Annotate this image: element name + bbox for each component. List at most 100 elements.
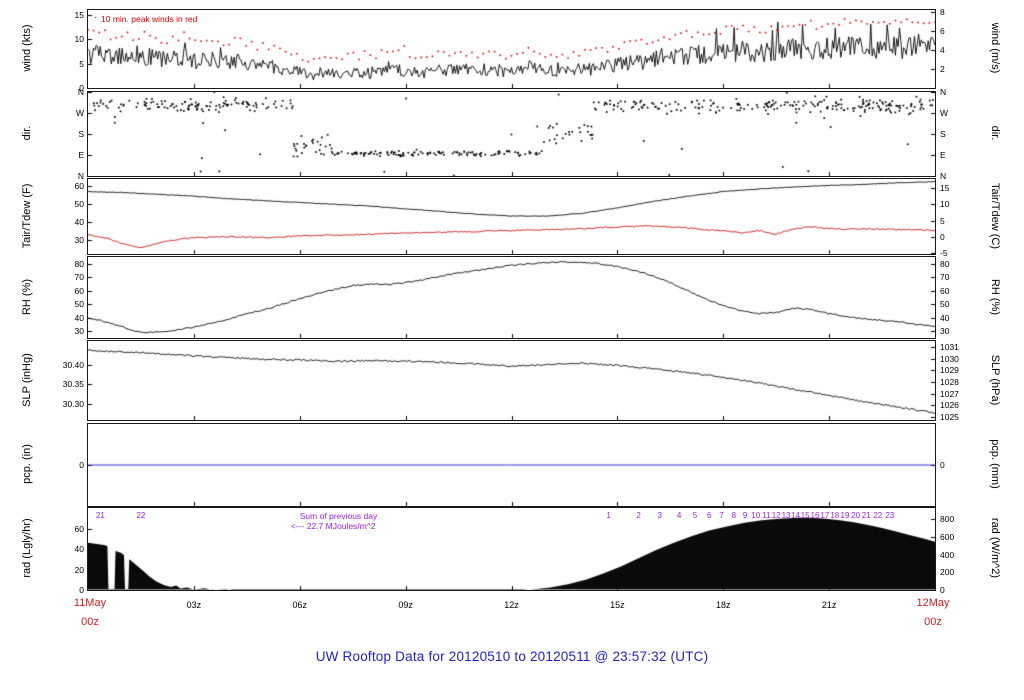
dir-ytick-left: N bbox=[77, 87, 84, 97]
dir-ytick-right: W bbox=[940, 108, 949, 118]
rad-ytick-right: 600 bbox=[940, 532, 955, 542]
rad-cumulative-label: 11 bbox=[762, 511, 771, 520]
rad-cumulative-label: 22 bbox=[873, 511, 883, 520]
slp-ytick-right: 1027 bbox=[940, 389, 959, 399]
time-tick-label: 15z bbox=[610, 600, 625, 610]
rad-cumulative-label: 19 bbox=[840, 511, 850, 520]
rad-ytick-left: 20 bbox=[74, 565, 84, 575]
dir-ytick-left: W bbox=[75, 108, 84, 118]
wind-annotation-dot: · bbox=[94, 12, 98, 23]
end-time-label: 00z bbox=[924, 616, 942, 628]
rad-ytick-right: 200 bbox=[940, 567, 955, 577]
rad-cumulative-label: 5 bbox=[692, 511, 698, 520]
time-tick-label: 09z bbox=[398, 600, 413, 610]
dir-ytick-left: S bbox=[78, 129, 84, 139]
time-tick-label: 12z bbox=[504, 600, 519, 610]
tair-ytick-left: 40 bbox=[74, 217, 84, 227]
tair-ytick-right: 10 bbox=[940, 199, 950, 209]
panel-rh bbox=[87, 256, 936, 339]
rh-ytick-left: 80 bbox=[74, 259, 84, 269]
wind-ytick-right: 8 bbox=[940, 7, 945, 17]
rad-ytick-left: 60 bbox=[74, 524, 84, 534]
pcp-ytick-right: 0 bbox=[940, 460, 945, 470]
time-tick-label: 03z bbox=[186, 600, 202, 610]
tair-ytick-right: 0 bbox=[940, 232, 945, 242]
rad-ytick-right: 800 bbox=[940, 514, 955, 524]
rad-ytick-left: 0 bbox=[79, 585, 84, 595]
rad-cumulative-label: 10 bbox=[751, 511, 761, 520]
rad-cumulative-label: 14 bbox=[791, 511, 801, 520]
slp-ytick-left: 30.40 bbox=[62, 360, 84, 370]
rad-ytick-right: 0 bbox=[940, 585, 945, 595]
rad-cumulative-label: 21 bbox=[861, 511, 871, 520]
panel-wind bbox=[87, 9, 936, 89]
rad-sum-annotation-1: <--- 22.7 MJoules/m^2 bbox=[290, 521, 376, 531]
time-tick-label: 06z bbox=[292, 600, 307, 610]
rad-cumulative-label: 4 bbox=[676, 511, 682, 520]
rad-cumulative-label: 18 bbox=[830, 511, 840, 520]
rh-plot-canvas bbox=[88, 257, 935, 338]
wind-plot-canvas bbox=[88, 10, 935, 88]
rh-ytick-right: 40 bbox=[940, 313, 950, 323]
pcp-ytick-left: 0 bbox=[79, 460, 84, 470]
dir-ytick-right: E bbox=[940, 150, 946, 160]
rad-cumulative-label: 8 bbox=[731, 511, 737, 520]
tair-plot-canvas bbox=[88, 179, 935, 254]
dir-ytick-left: N bbox=[77, 171, 84, 181]
rad-cumulative-label: 21 bbox=[95, 511, 105, 520]
time-tick-label: 21z bbox=[821, 600, 837, 610]
wind-ytick-left: 15 bbox=[74, 10, 84, 20]
rad-ytick-left: 40 bbox=[74, 544, 84, 554]
wind-ytick-left: 0 bbox=[79, 83, 84, 93]
rh-ytick-left: 30 bbox=[74, 326, 84, 336]
pcp-plot-canvas bbox=[88, 424, 935, 506]
dir-ytick-left: E bbox=[78, 150, 84, 160]
rad-cumulative-label: 9 bbox=[742, 511, 748, 520]
rad-cumulative-label: 7 bbox=[719, 511, 724, 520]
rad-cumulative-label: 17 bbox=[820, 511, 830, 520]
rh-ytick-right: 50 bbox=[940, 299, 950, 309]
rad-ylabel-right: rad (W/m^2) bbox=[989, 517, 1001, 579]
slp-ytick-left: 30.30 bbox=[62, 399, 84, 409]
wind-ytick-right: 4 bbox=[940, 45, 945, 55]
tair-ytick-left: 50 bbox=[74, 199, 84, 209]
wind-ytick-left: 10 bbox=[74, 34, 84, 44]
panel-dir bbox=[87, 91, 936, 177]
rh-ytick-left: 70 bbox=[74, 272, 84, 282]
rh-ytick-left: 40 bbox=[74, 313, 84, 323]
tair-ytick-right: -5 bbox=[940, 248, 948, 258]
panel-tair bbox=[87, 178, 936, 255]
wind-ytick-right: 2 bbox=[940, 64, 945, 74]
panel-slp bbox=[87, 340, 936, 421]
rad-cumulative-label: 13 bbox=[781, 511, 791, 520]
rad-ylabel-left: rad (Lgly/hr) bbox=[21, 518, 33, 578]
rad-cumulative-label: 2 bbox=[636, 511, 641, 520]
slp-ytick-right: 1026 bbox=[940, 400, 959, 410]
panel-pcp bbox=[87, 423, 936, 507]
start-date-label: 11May bbox=[73, 597, 107, 609]
rh-ytick-left: 50 bbox=[74, 299, 84, 309]
rh-ytick-right: 60 bbox=[940, 286, 950, 296]
rad-cumulative-label: 23 bbox=[885, 511, 895, 520]
rad-cumulative-label: 3 bbox=[657, 511, 662, 520]
time-tick-label: 18z bbox=[715, 600, 731, 610]
dir-ytick-right: N bbox=[940, 171, 947, 181]
rad-ytick-right: 400 bbox=[940, 550, 955, 560]
wind-annotation: 10 min. peak winds in red bbox=[101, 14, 198, 24]
panel-rad bbox=[87, 507, 936, 591]
slp-ytick-right: 1029 bbox=[940, 365, 959, 375]
slp-ytick-left: 30.35 bbox=[62, 379, 84, 389]
end-date-label: 12May bbox=[916, 597, 950, 609]
chart-title: UW Rooftop Data for 20120510 to 20120511… bbox=[315, 649, 709, 664]
slp-ytick-right: 1030 bbox=[940, 354, 959, 364]
dir-ytick-right: N bbox=[940, 87, 947, 97]
tair-ytick-left: 30 bbox=[74, 235, 84, 245]
dir-plot-canvas bbox=[88, 92, 935, 176]
tair-ytick-right: 15 bbox=[940, 183, 950, 193]
slp-ytick-right: 1031 bbox=[940, 342, 959, 352]
rad-cumulative-label: 15 bbox=[800, 511, 810, 520]
rad-cumulative-label: 12 bbox=[771, 511, 781, 520]
rad-cumulative-label: 1 bbox=[606, 511, 611, 520]
